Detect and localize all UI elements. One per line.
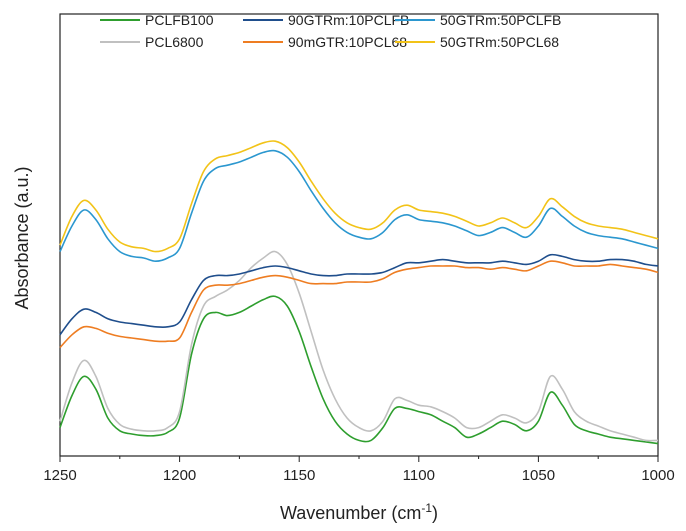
x-axis-title-suffix: ) [432,503,438,523]
legend-label-50gtrm-50pclfb: 50GTRm:50PCLFB [440,12,561,28]
legend-label-pclfb100: PCLFB100 [145,12,214,28]
series-line-pclfb100 [59,295,659,445]
x-axis: 1250 1200 1150 1100 1050 1000 [43,456,675,484]
x-tick-label: 1100 [403,467,435,484]
x-axis-title-superscript: -1 [421,501,432,515]
x-axis-title-main: Wavenumber (cm [280,503,421,523]
x-tick-label: 1150 [283,467,315,484]
legend-label-90mgtr-10pcl68: 90mGTR:10PCL68 [288,34,407,50]
series-line-50gtrm-50pclfb [59,149,659,262]
series-line-90mgtr-10pcl68 [59,260,659,349]
x-tick-label: 1000 [641,467,674,484]
y-axis-title: Absorbance (a.u.) [12,166,32,309]
legend-label-50gtrm-50pcl68: 50GTRm:50PCL68 [440,34,559,50]
legend-label-pcl6800: PCL6800 [145,34,204,50]
plot-frame [59,13,659,457]
series-line-50gtrm-50pcl68 [59,140,659,253]
series-line-90gtrm-10pclfb [59,253,659,336]
x-tick-label: 1050 [522,467,555,484]
x-tick-label: 1200 [163,467,196,484]
series-layer [59,140,659,445]
x-axis-title: Wavenumber (cm-1) [280,501,438,523]
legend-label-90gtrm-10pclfb: 90GTRm:10PCLFB [288,12,409,28]
series-line-pcl6800 [59,250,659,442]
legend: PCLFB100 90GTRm:10PCLFB 50GTRm:50PCLFB PCL6… [100,12,561,50]
x-tick-label: 1250 [43,467,76,484]
